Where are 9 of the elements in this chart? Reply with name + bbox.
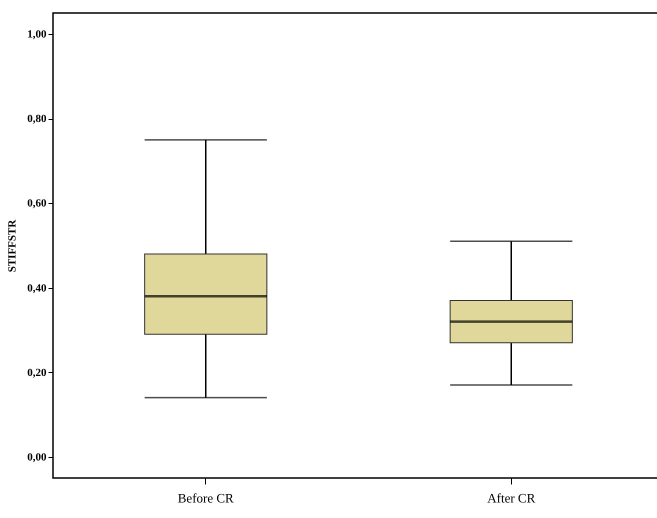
y-tick-label: 0,40 [27,282,47,294]
y-tick-label: 0,60 [27,198,47,210]
y-tick-label: 0,00 [27,451,47,464]
y-tick-label: 0,80 [27,113,47,126]
x-tick-label: After CR [487,490,536,506]
y-axis-title: STIFFSTR [6,218,18,272]
x-tick-label: Before CR [178,490,234,506]
y-tick-label: 0,20 [27,366,47,379]
y-tick-label: 1,00 [27,28,47,41]
